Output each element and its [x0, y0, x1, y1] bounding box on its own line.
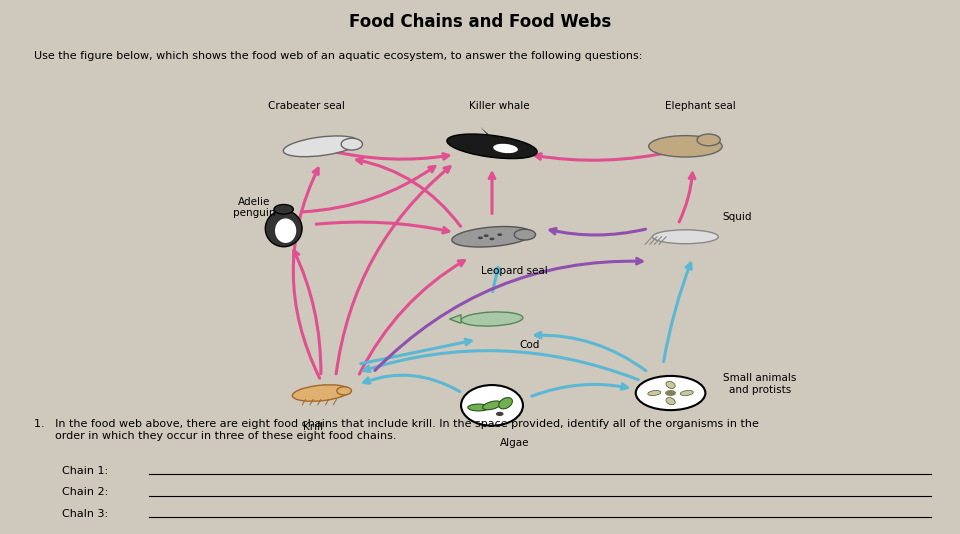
Ellipse shape: [498, 398, 513, 409]
Ellipse shape: [493, 144, 517, 153]
Ellipse shape: [265, 210, 302, 247]
Text: Algae: Algae: [499, 438, 529, 449]
Polygon shape: [480, 127, 490, 136]
Polygon shape: [449, 315, 461, 323]
Ellipse shape: [653, 230, 718, 244]
Text: Leopard seal: Leopard seal: [481, 266, 548, 276]
Ellipse shape: [293, 385, 349, 401]
Ellipse shape: [452, 226, 532, 247]
Ellipse shape: [666, 397, 675, 405]
Ellipse shape: [497, 233, 502, 236]
Ellipse shape: [649, 136, 722, 157]
Text: Elephant seal: Elephant seal: [665, 101, 735, 111]
Text: Small animals
and protists: Small animals and protists: [723, 373, 797, 395]
Text: Adelie
penguin: Adelie penguin: [232, 197, 276, 218]
Ellipse shape: [275, 218, 297, 243]
Ellipse shape: [341, 138, 363, 150]
Ellipse shape: [515, 229, 536, 240]
Text: Food Chains and Food Webs: Food Chains and Food Webs: [348, 13, 612, 32]
Ellipse shape: [681, 390, 693, 396]
Ellipse shape: [337, 387, 351, 395]
Text: Cod: Cod: [519, 340, 540, 350]
Text: Crabeater seal: Crabeater seal: [268, 101, 345, 111]
Ellipse shape: [283, 136, 358, 156]
Ellipse shape: [484, 234, 489, 237]
Text: Squid: Squid: [723, 213, 753, 222]
Ellipse shape: [461, 312, 523, 326]
Text: Chain 1:: Chain 1:: [62, 466, 108, 476]
Ellipse shape: [490, 238, 494, 240]
Ellipse shape: [461, 385, 523, 426]
Ellipse shape: [636, 376, 706, 410]
Text: 1.   In the food web above, there are eight food chains that include krill. In t: 1. In the food web above, there are eigh…: [34, 419, 758, 441]
Ellipse shape: [496, 412, 504, 416]
Ellipse shape: [697, 134, 720, 146]
Text: Chaln 3:: Chaln 3:: [62, 509, 108, 519]
Text: Killer whale: Killer whale: [469, 101, 530, 111]
Text: Chain 2:: Chain 2:: [62, 488, 108, 497]
Ellipse shape: [665, 390, 676, 396]
Ellipse shape: [648, 390, 660, 396]
Ellipse shape: [478, 237, 483, 239]
Text: Use the figure below, which shows the food web of an aquatic ecosystem, to answe: Use the figure below, which shows the fo…: [34, 51, 642, 61]
Text: Krill: Krill: [303, 422, 324, 432]
Ellipse shape: [446, 134, 538, 159]
Ellipse shape: [274, 205, 294, 214]
Ellipse shape: [468, 404, 489, 411]
Ellipse shape: [666, 381, 675, 389]
Ellipse shape: [483, 401, 501, 410]
